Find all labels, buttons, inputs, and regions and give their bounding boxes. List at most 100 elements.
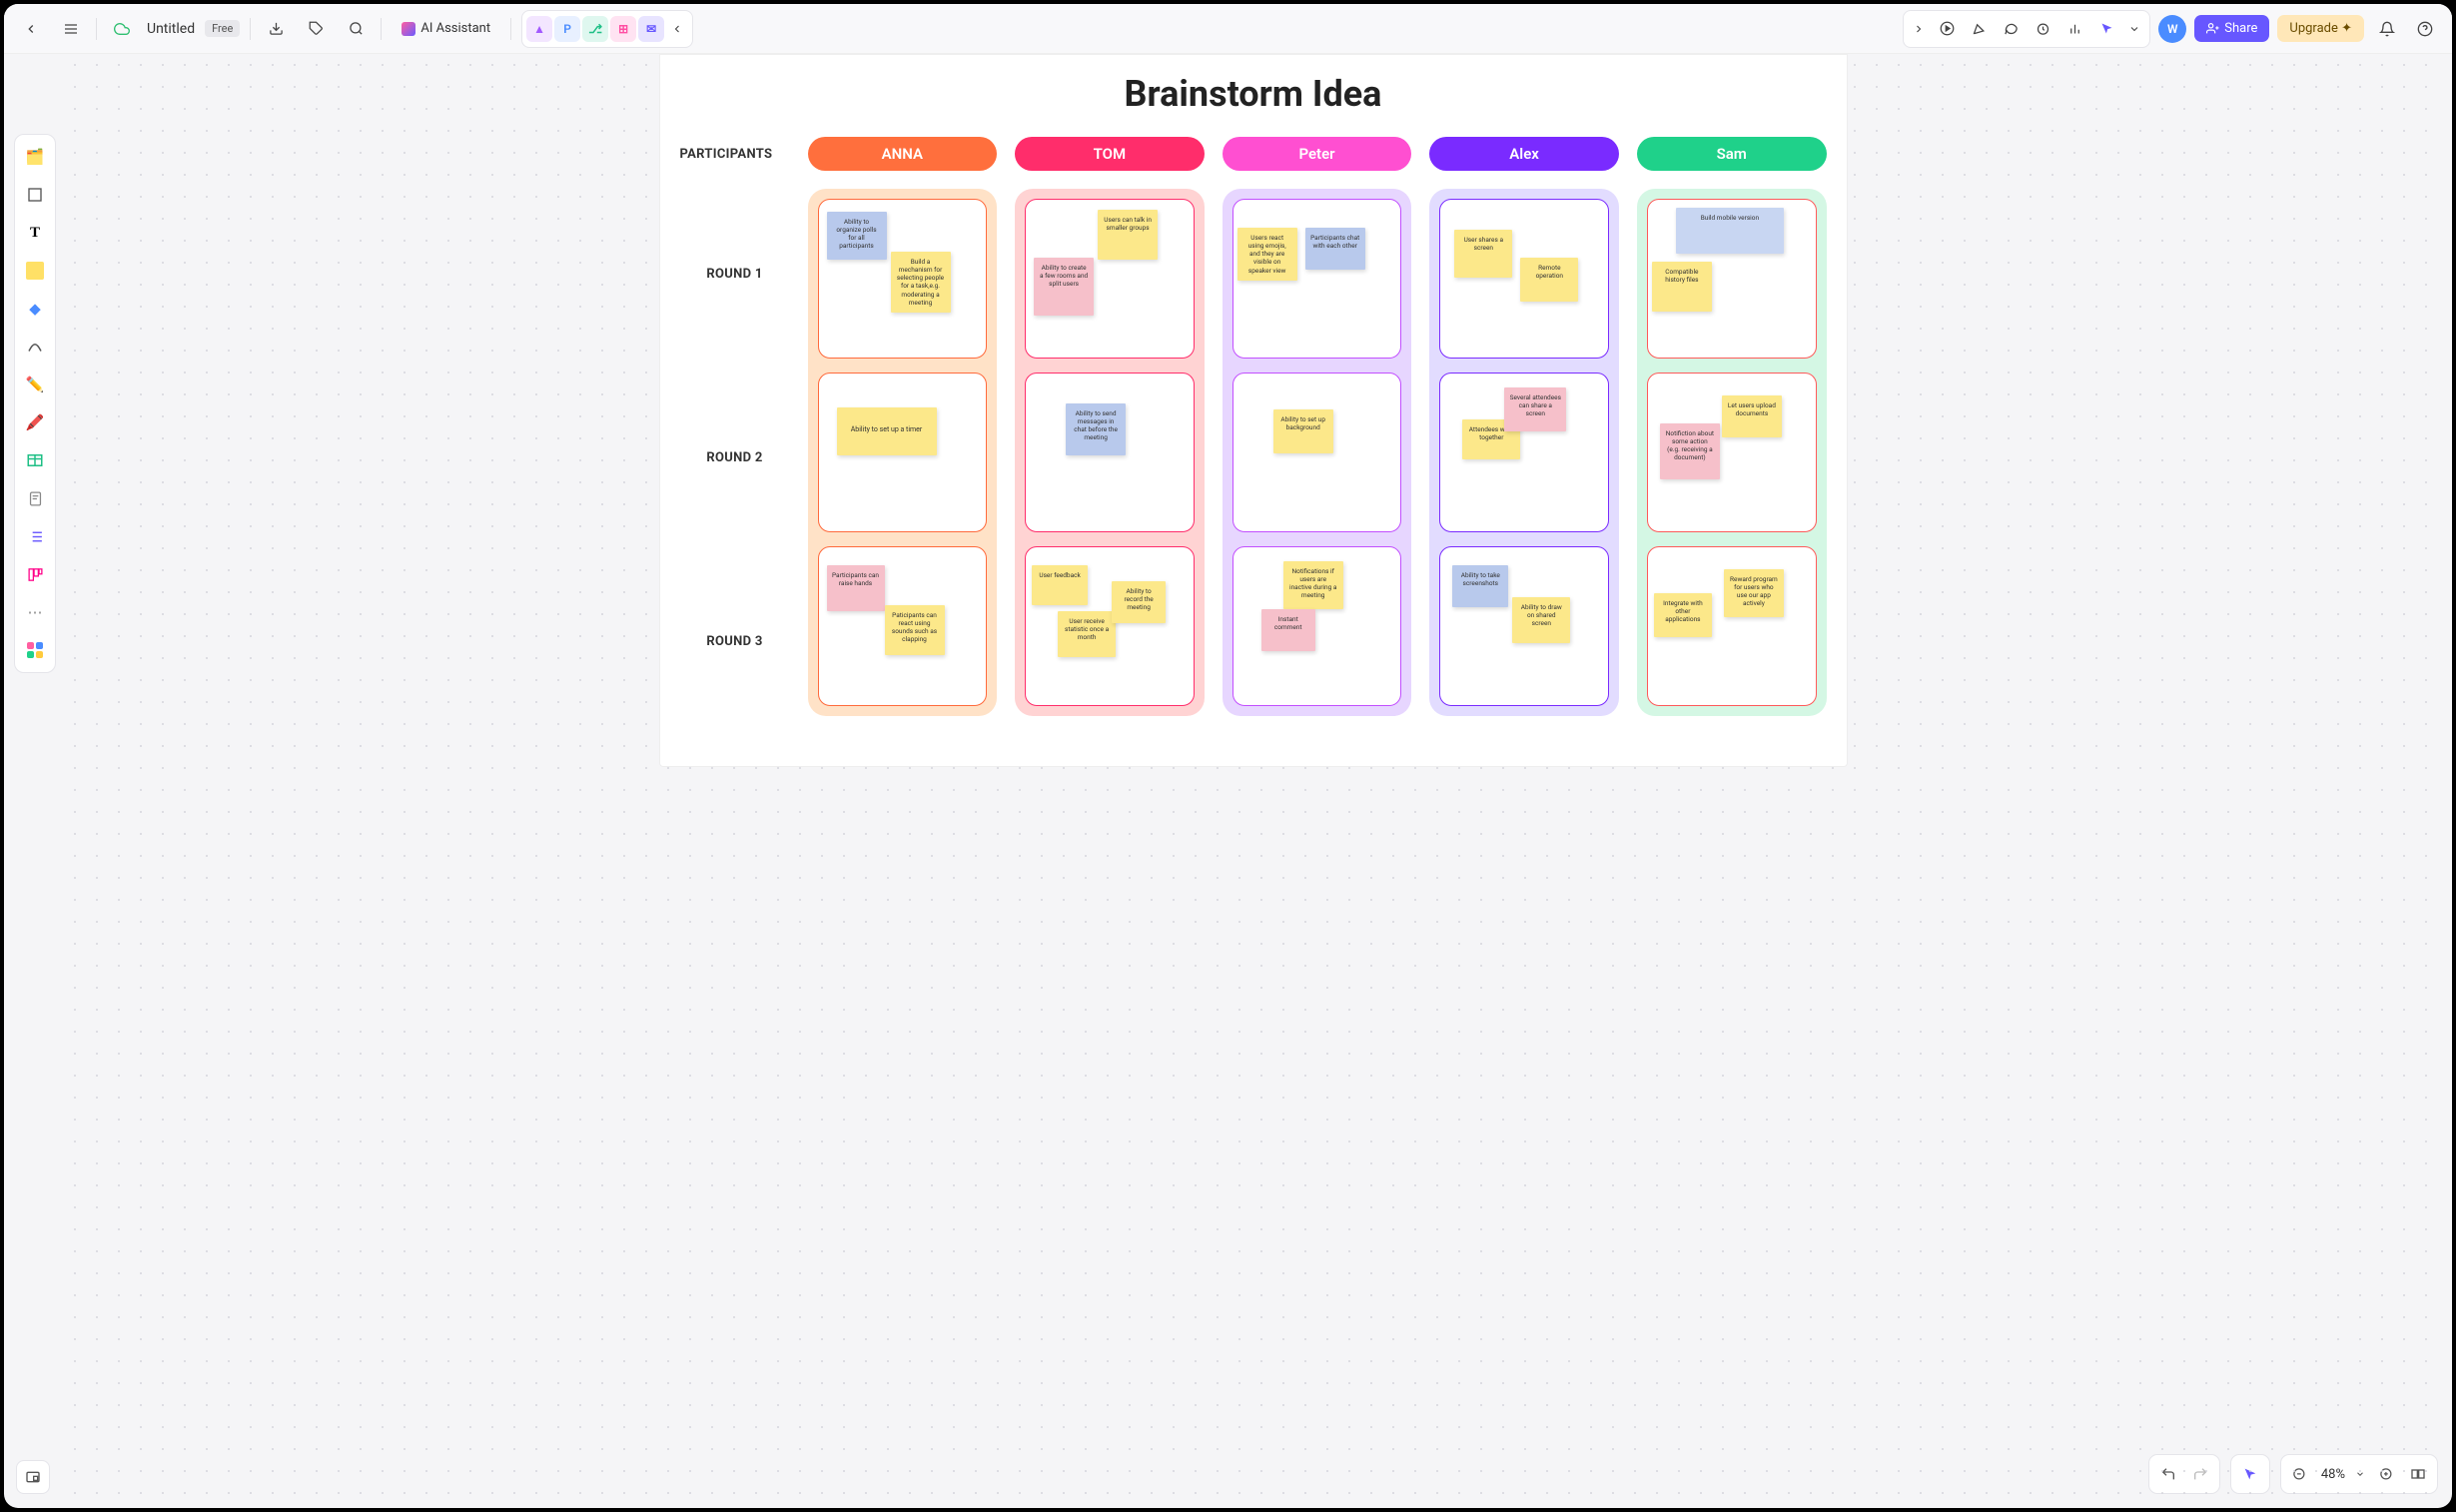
timer-icon[interactable] <box>2028 14 2057 44</box>
idea-cell[interactable]: Attendees work togetherSeveral attendees… <box>1439 373 1609 532</box>
idea-cell[interactable]: Notifications if users are inactive duri… <box>1232 546 1402 706</box>
tool-shape-icon[interactable]: ◆ <box>19 293 51 325</box>
participant-column[interactable]: Build mobile version Compatible history f… <box>1637 189 1827 716</box>
idea-cell[interactable]: Integrate with other applications Reward … <box>1647 546 1817 706</box>
sticky-note[interactable]: User receive statistic once a month <box>1058 611 1116 657</box>
participant-column[interactable]: Ability to create a few rooms and split … <box>1015 189 1205 716</box>
board[interactable]: Brainstorm Idea PARTICIPANTSANNATOMPeter… <box>659 54 1848 767</box>
sticky-note[interactable]: Integrate with other applications <box>1654 593 1712 637</box>
idea-cell[interactable]: Ability to create a few rooms and split … <box>1025 199 1195 359</box>
minimap-button[interactable] <box>16 1460 50 1494</box>
participant-pill[interactable]: Alex <box>1429 137 1619 171</box>
sticky-note[interactable]: Build a mechanism for selecting people f… <box>891 252 951 313</box>
sticky-note[interactable]: Users react using emojis, and they are v… <box>1237 228 1297 281</box>
expand-right-icon[interactable] <box>1908 14 1930 44</box>
sticky-note[interactable]: Ability to organize polls for all partic… <box>827 212 887 260</box>
idea-cell[interactable]: Build mobile version Compatible history f… <box>1647 199 1817 359</box>
doc-title[interactable]: Untitled <box>147 21 195 37</box>
sticky-note[interactable]: Ability to create a few rooms and split … <box>1034 258 1094 316</box>
sticky-note[interactable]: User shares a screen <box>1454 230 1512 278</box>
tool-doc-icon[interactable] <box>19 482 51 514</box>
tool-more-icon[interactable]: ⋯ <box>19 596 51 628</box>
comment-icon[interactable] <box>1996 14 2026 44</box>
idea-cell[interactable]: Users react using emojis, and they are v… <box>1232 199 1402 359</box>
tool-pen-icon[interactable]: ✏️ <box>19 369 51 400</box>
bell-icon[interactable] <box>2372 14 2402 44</box>
sticky-note[interactable]: Notifications if users are inactive duri… <box>1283 561 1343 609</box>
participant-pill[interactable]: ANNA <box>808 137 998 171</box>
sticky-note[interactable]: Reward program for users who use our app… <box>1724 569 1784 617</box>
sticky-note[interactable]: Ability to draw on shared screen <box>1512 597 1570 643</box>
tool-text-icon[interactable]: T <box>19 217 51 249</box>
sticky-note[interactable]: Ability to send messages in chat before … <box>1066 403 1126 455</box>
ai-assistant-button[interactable]: AI Assistant <box>392 17 500 40</box>
tool-frame-icon[interactable] <box>19 179 51 211</box>
tool-highlight-icon[interactable]: 🖍️ <box>19 406 51 438</box>
help-icon[interactable] <box>2410 14 2440 44</box>
participant-column[interactable]: User shares a screenRemote operationAtte… <box>1429 189 1619 716</box>
idea-cell[interactable]: Ability to send messages in chat before … <box>1025 373 1195 532</box>
sticky-note[interactable]: Paticipants can react using sounds such … <box>885 605 945 655</box>
back-button[interactable] <box>16 14 46 44</box>
chevron-down-icon[interactable] <box>2123 14 2145 44</box>
plan-badge: Free <box>205 20 240 37</box>
share-label: Share <box>2224 21 2257 36</box>
sticky-note[interactable]: Participants chat with each other <box>1305 228 1365 270</box>
idea-cell[interactable]: Ability to set up a timer <box>818 373 988 532</box>
app-image-icon[interactable]: ▲ <box>526 16 552 42</box>
tool-sticky-stack-icon[interactable]: 🗂️ <box>19 141 51 173</box>
idea-cell[interactable]: Ability to take screenshotsAbility to dr… <box>1439 546 1609 706</box>
sticky-note[interactable]: Several attendees can share a screen <box>1504 387 1566 431</box>
app-grid-icon[interactable]: ⊞ <box>610 16 636 42</box>
menu-button[interactable] <box>56 14 86 44</box>
app-more-icon[interactable] <box>666 14 688 44</box>
sticky-note[interactable]: Let users upload documents <box>1722 395 1782 437</box>
sticky-note[interactable]: Compatible history files <box>1652 262 1712 312</box>
participant-column[interactable]: Ability to organize polls for all partic… <box>808 189 998 716</box>
participant-pill[interactable]: Peter <box>1223 137 1412 171</box>
sticky-note[interactable]: Remote operation <box>1520 258 1578 302</box>
sticky-note[interactable]: Ability to take screenshots <box>1452 565 1508 607</box>
download-button[interactable] <box>261 14 291 44</box>
share-button[interactable]: Share <box>2194 15 2269 42</box>
upgrade-button[interactable]: Upgrade ✦ <box>2277 15 2364 42</box>
app-switcher[interactable]: ▲ P ⎇ ⊞ ✉ <box>521 10 693 48</box>
tool-kanban-icon[interactable] <box>19 558 51 590</box>
sticky-note[interactable]: Users can talk in smaller groups <box>1098 210 1158 260</box>
avatar[interactable]: W <box>2158 15 2186 43</box>
tool-table-icon[interactable] <box>19 444 51 476</box>
idea-cell[interactable]: Participants can raise handsPaticipants … <box>818 546 988 706</box>
tool-connector-icon[interactable] <box>19 331 51 363</box>
idea-cell[interactable]: Ability to set up background <box>1232 373 1402 532</box>
tool-sticky-icon[interactable] <box>19 255 51 287</box>
play-icon[interactable] <box>1932 14 1962 44</box>
app-chat-icon[interactable]: ✉ <box>638 16 664 42</box>
sticky-note[interactable]: Ability to record the meeting <box>1112 581 1166 623</box>
sticky-note[interactable]: User feedback <box>1032 565 1088 605</box>
app-p-icon[interactable]: P <box>554 16 580 42</box>
sticky-note[interactable]: Participants can raise hands <box>827 565 885 611</box>
canvas[interactable]: Brainstorm Idea PARTICIPANTSANNATOMPeter… <box>64 54 2442 1508</box>
play-controls <box>1903 10 2150 48</box>
sticky-note[interactable]: Ability to set up a timer <box>837 407 937 455</box>
participant-column[interactable]: Users react using emojis, and they are v… <box>1223 189 1412 716</box>
tool-list-icon[interactable] <box>19 520 51 552</box>
ai-label: AI Assistant <box>420 21 490 36</box>
sticky-note[interactable]: Instant comment <box>1261 609 1315 651</box>
tag-button[interactable] <box>301 14 331 44</box>
tool-apps-icon[interactable] <box>19 634 51 666</box>
sticky-note[interactable]: Notifiction about some action (e.g. rece… <box>1660 423 1720 479</box>
celebrate-icon[interactable] <box>1964 14 1994 44</box>
app-flow-icon[interactable]: ⎇ <box>582 16 608 42</box>
participant-pill[interactable]: TOM <box>1015 137 1205 171</box>
cursor-icon[interactable] <box>2091 14 2121 44</box>
sticky-note[interactable]: Ability to set up background <box>1273 409 1333 453</box>
idea-cell[interactable]: Ability to organize polls for all partic… <box>818 199 988 359</box>
search-button[interactable] <box>341 14 371 44</box>
sticky-note[interactable]: Build mobile version <box>1676 208 1784 254</box>
idea-cell[interactable]: User feedback User receive statistic once… <box>1025 546 1195 706</box>
idea-cell[interactable]: User shares a screenRemote operation <box>1439 199 1609 359</box>
participant-pill[interactable]: Sam <box>1637 137 1827 171</box>
chart-icon[interactable] <box>2059 14 2089 44</box>
idea-cell[interactable]: Notifiction about some action (e.g. rece… <box>1647 373 1817 532</box>
